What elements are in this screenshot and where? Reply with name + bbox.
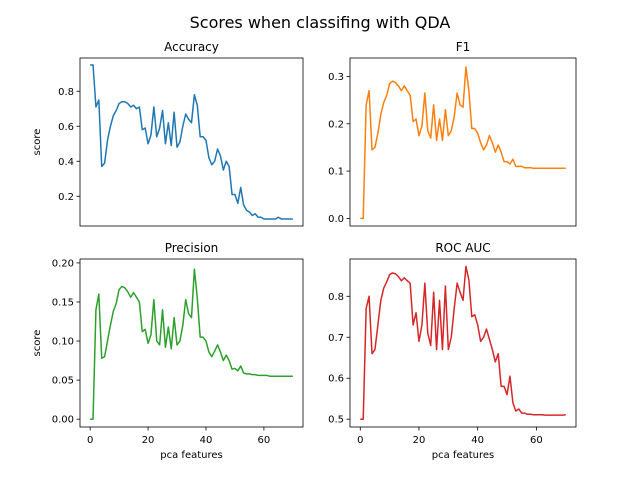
roc-auc-ytick-label: 0.5 xyxy=(328,415,344,426)
precision-ytick-label: 0.05 xyxy=(52,376,74,387)
precision-xtick-label: 0 xyxy=(87,435,93,446)
precision-ytick-label: 0.15 xyxy=(52,297,74,308)
roc-auc-ytick-label: 0.8 xyxy=(328,292,344,303)
roc-auc-axes-frame xyxy=(349,258,577,428)
accuracy-axes-frame xyxy=(79,57,304,227)
accuracy-ytick-label: 0.8 xyxy=(58,87,74,98)
f1-ytick-label: 0.0 xyxy=(328,214,344,225)
precision-xtick-label: 20 xyxy=(142,435,155,446)
precision-ytick-label: 0.10 xyxy=(52,337,74,348)
roc-auc-xtick-label: 40 xyxy=(471,435,484,446)
roc-auc-xtick-label: 0 xyxy=(357,435,363,446)
f1-title: F1 xyxy=(456,40,471,54)
roc-auc-xlabel: pca features xyxy=(432,450,494,461)
accuracy-ytick-label: 0.4 xyxy=(58,157,74,168)
roc-auc-series-line xyxy=(360,265,566,420)
accuracy-ytick-label: 0.6 xyxy=(58,122,74,133)
f1-series-line xyxy=(360,66,566,220)
precision-xtick-label: 60 xyxy=(258,435,271,446)
precision-subplot: 0.00 0.05 0.10 0.15 0.20 0 20 40 60 Precision pca … xyxy=(32,241,304,461)
roc-auc-title: ROC AUC xyxy=(435,241,490,255)
accuracy-subplot: 0.2 0.4 0.6 0.8 Accuracy score xyxy=(32,40,304,227)
precision-xtick-label: 40 xyxy=(200,435,213,446)
roc-auc-xtick-label: 60 xyxy=(530,435,543,446)
precision-title: Precision xyxy=(165,241,219,255)
accuracy-title: Accuracy xyxy=(164,40,219,54)
accuracy-ylabel: score xyxy=(32,129,43,156)
accuracy-series-line xyxy=(90,64,293,220)
roc-auc-xtick-label: 20 xyxy=(413,435,426,446)
precision-ytick-label: 0.00 xyxy=(52,415,74,426)
roc-auc-ytick-label: 0.6 xyxy=(328,374,344,385)
precision-axes-frame xyxy=(79,258,304,428)
roc-auc-ytick-label: 0.7 xyxy=(328,333,344,344)
f1-ytick-label: 0.3 xyxy=(328,72,344,83)
precision-series-line xyxy=(90,268,293,420)
f1-ytick-label: 0.2 xyxy=(328,119,344,130)
f1-subplot: 0.0 0.1 0.2 0.3 F1 xyxy=(328,40,577,227)
precision-xlabel: pca features xyxy=(160,450,222,461)
roc-auc-subplot: 0.5 0.6 0.7 0.8 0 20 40 60 ROC AUC pca features xyxy=(328,241,577,461)
precision-ylabel: score xyxy=(32,330,43,357)
figure-suptitle: Scores when classifing with QDA xyxy=(190,13,451,32)
precision-ytick-label: 0.20 xyxy=(52,258,74,269)
f1-ytick-label: 0.1 xyxy=(328,167,344,178)
f1-axes-frame xyxy=(349,57,577,227)
accuracy-ytick-label: 0.2 xyxy=(58,192,74,203)
